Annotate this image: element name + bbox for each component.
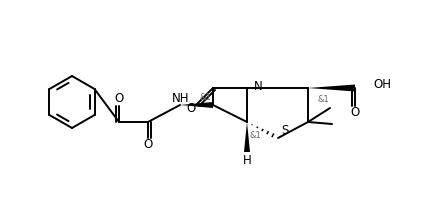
Text: O: O [187, 101, 196, 114]
Text: H: H [242, 154, 251, 167]
Text: N: N [254, 80, 263, 93]
Text: &1: &1 [318, 96, 330, 105]
Text: O: O [143, 139, 153, 151]
Text: NH: NH [172, 92, 190, 105]
Polygon shape [308, 84, 355, 92]
Polygon shape [244, 122, 250, 152]
Text: OH: OH [373, 77, 391, 91]
Polygon shape [180, 102, 213, 108]
Text: &1: &1 [199, 92, 211, 101]
Text: O: O [350, 106, 359, 119]
Text: S: S [281, 125, 288, 138]
Text: &1: &1 [249, 131, 261, 140]
Text: O: O [114, 92, 124, 105]
